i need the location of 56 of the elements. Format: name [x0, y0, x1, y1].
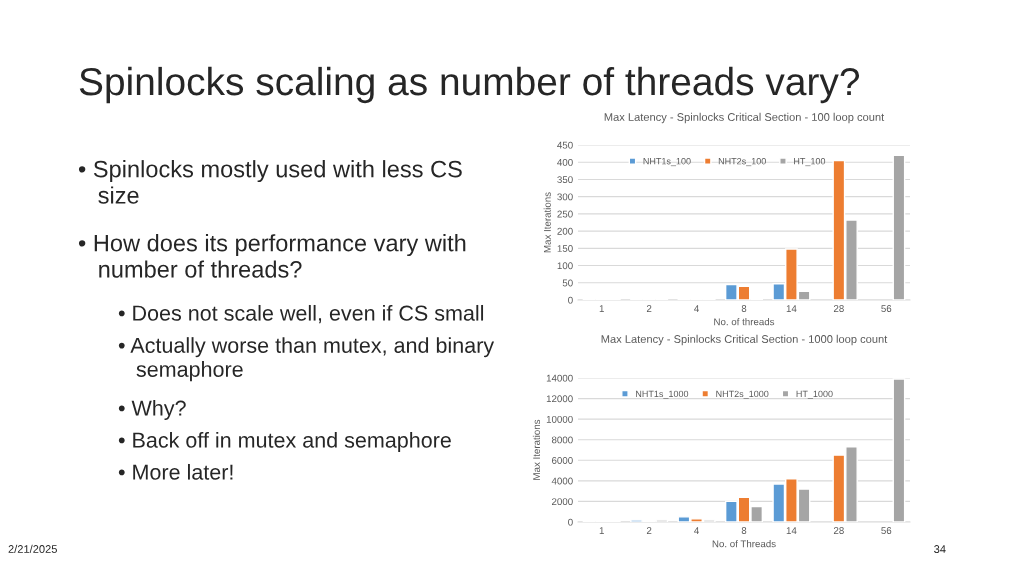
- x-tick-label: 14: [786, 305, 797, 312]
- x-axis-title: No. of Threads: [712, 540, 776, 548]
- y-tick-label: 4000: [551, 477, 573, 485]
- x-tick-label: 8: [741, 305, 747, 312]
- y-tick-label: 50: [562, 279, 573, 287]
- y-tick-label: 100: [557, 262, 573, 270]
- text: 2/21/2025: [8, 544, 57, 553]
- y-tick-label: 0: [568, 296, 573, 304]
- text: • Back off in mutex and semaphore: [118, 431, 451, 453]
- y-axis-title: Max Iterations: [532, 419, 541, 480]
- text: Spinlocks scaling as number of threads vary?: [79, 66, 860, 104]
- x-tick-label: 8: [741, 527, 747, 534]
- x-tick-label: 28: [833, 305, 844, 312]
- y-tick-label: 450: [557, 141, 573, 149]
- x-tick-label: 1: [599, 305, 604, 312]
- x-tick-label: 4: [694, 305, 699, 312]
- y-tick-label: 150: [557, 245, 573, 252]
- y-tick-label: 6000: [552, 457, 573, 464]
- x-axis-title: No. of threads: [714, 318, 775, 326]
- y-tick-label: 10000: [546, 415, 573, 423]
- legend-label: NHT2s_1000: [716, 390, 769, 399]
- bar: [892, 378, 906, 522]
- legend-label: NHT1s_1000: [636, 390, 689, 399]
- x-tick-label: 2: [646, 305, 652, 312]
- x-tick-label: 1: [599, 527, 604, 534]
- y-tick-label: 200: [557, 227, 573, 235]
- legend-label: NHT2s_100: [718, 158, 766, 167]
- y-tick-label: 350: [557, 176, 573, 184]
- y-tick-label: 12000: [546, 395, 573, 403]
- x-tick-label: 2: [646, 527, 652, 534]
- text: • Does not scale well, even if CS small: [118, 304, 484, 324]
- legend-label: HT_1000: [796, 390, 833, 399]
- x-tick-label: 4: [694, 527, 699, 534]
- text: • Spinlocks mostly used with less CS size: [78, 160, 462, 204]
- text: • More later!: [118, 463, 233, 480]
- y-tick-label: 300: [557, 193, 573, 201]
- text: • Actually worse than mutex, and binary semaphore: [118, 337, 495, 382]
- y-tick-label: 0: [568, 518, 573, 526]
- y-tick-label: 250: [557, 210, 573, 218]
- chart-title: Max Latency - Spinlocks Critical Section - 1000 loop count: [601, 334, 888, 346]
- legend-label: NHT1s_100: [643, 158, 691, 167]
- x-tick-label: 56: [881, 305, 892, 312]
- y-tick-label: 400: [557, 158, 573, 166]
- x-tick-label: 28: [833, 527, 844, 534]
- text: • Why?: [118, 399, 186, 421]
- legend-label: HT_100: [794, 158, 826, 167]
- y-tick-label: 2000: [552, 498, 573, 506]
- x-tick-label: 14: [786, 527, 797, 534]
- y-tick-label: 14000: [546, 374, 573, 382]
- x-tick-label: 56: [881, 527, 892, 534]
- y-tick-label: 8000: [551, 436, 573, 444]
- text: • How does its performance vary with number of threads?: [78, 234, 466, 278]
- y-axis-title: Max Iterations: [543, 192, 551, 253]
- bar: [892, 154, 906, 300]
- chart-title: Max Latency - Spinlocks Critical Section - 100 loop count: [604, 112, 885, 124]
- text: 34: [934, 545, 946, 553]
